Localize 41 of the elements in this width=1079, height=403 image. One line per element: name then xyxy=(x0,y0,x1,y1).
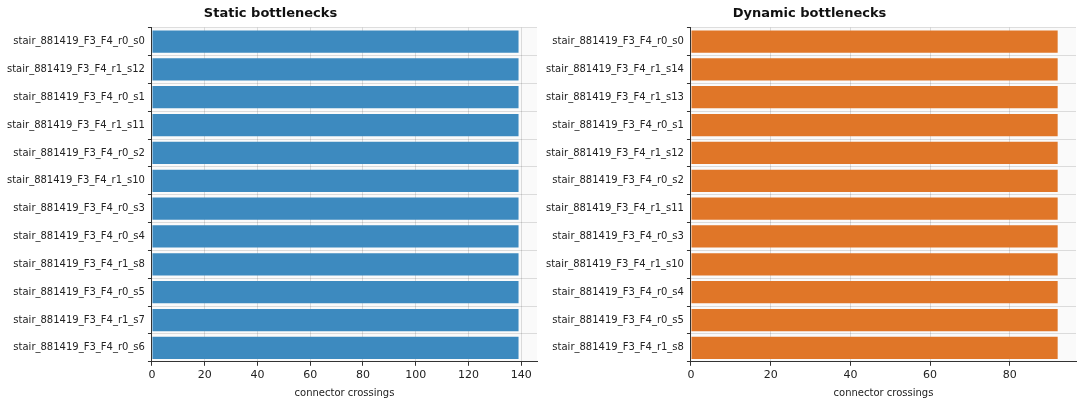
y-tick-label: stair_881419_F3_F4_r0_s6 xyxy=(13,341,145,354)
y-tick-label: stair_881419_F3_F4_r0_s4 xyxy=(552,285,684,298)
x-axis-title: connector crossings xyxy=(833,386,934,398)
y-tick-label: stair_881419_F3_F4_r1_s8 xyxy=(552,341,684,354)
y-tick-label: stair_881419_F3_F4_r0_s4 xyxy=(13,230,145,243)
y-tick-label: stair_881419_F3_F4_r1_s11 xyxy=(6,118,145,131)
x-tick-label: 20 xyxy=(197,368,212,382)
y-tick-label: stair_881419_F3_F4_r1_s10 xyxy=(6,174,145,187)
y-tick-label: stair_881419_F3_F4_r1_s12 xyxy=(6,62,145,75)
x-tick-label: 40 xyxy=(250,368,265,382)
x-tick-label: 0 xyxy=(687,368,695,382)
x-tick-label: 120 xyxy=(457,368,479,382)
x-tick-label: 40 xyxy=(843,368,858,382)
chart-title: Static bottlenecks xyxy=(203,5,338,21)
y-tick-label: stair_881419_F3_F4_r0_s1 xyxy=(13,90,145,103)
y-tick-label: stair_881419_F3_F4_r0_s3 xyxy=(13,202,145,215)
x-tick-label: 0 xyxy=(148,368,156,382)
x-tick-label: 140 xyxy=(510,368,532,382)
x-axis-title: connector crossings xyxy=(294,386,395,398)
y-tick-label: stair_881419_F3_F4_r1_s14 xyxy=(545,62,684,75)
y-tick-label: stair_881419_F3_F4_r1_s10 xyxy=(545,257,684,270)
y-tick-label: stair_881419_F3_F4_r1_s11 xyxy=(545,202,684,215)
y-tick-label: stair_881419_F3_F4_r0_s1 xyxy=(552,118,684,131)
x-tick-label: 80 xyxy=(355,368,370,382)
x-tick-label: 100 xyxy=(405,368,427,382)
y-tick-label: stair_881419_F3_F4_r1_s8 xyxy=(13,257,145,270)
y-tick-label: stair_881419_F3_F4_r0_s5 xyxy=(552,313,684,326)
y-tick-label: stair_881419_F3_F4_r1_s13 xyxy=(545,90,684,103)
x-tick-label: 80 xyxy=(1002,368,1017,382)
y-tick-label: stair_881419_F3_F4_r1_s7 xyxy=(13,313,145,326)
y-tick-label: stair_881419_F3_F4_r0_s5 xyxy=(13,285,145,298)
chart-title: Dynamic bottlenecks xyxy=(732,5,887,21)
y-tick-label: stair_881419_F3_F4_r0_s0 xyxy=(552,35,684,48)
x-tick-label: 60 xyxy=(923,368,938,382)
x-tick-label: 60 xyxy=(303,368,318,382)
y-tick-label: stair_881419_F3_F4_r0_s2 xyxy=(13,146,145,159)
y-tick-label: stair_881419_F3_F4_r0_s3 xyxy=(552,230,684,243)
y-tick-label: stair_881419_F3_F4_r0_s0 xyxy=(13,35,145,48)
x-tick-label: 20 xyxy=(763,368,778,382)
y-tick-label: stair_881419_F3_F4_r0_s2 xyxy=(552,174,684,187)
y-tick-label: stair_881419_F3_F4_r1_s12 xyxy=(545,146,684,159)
